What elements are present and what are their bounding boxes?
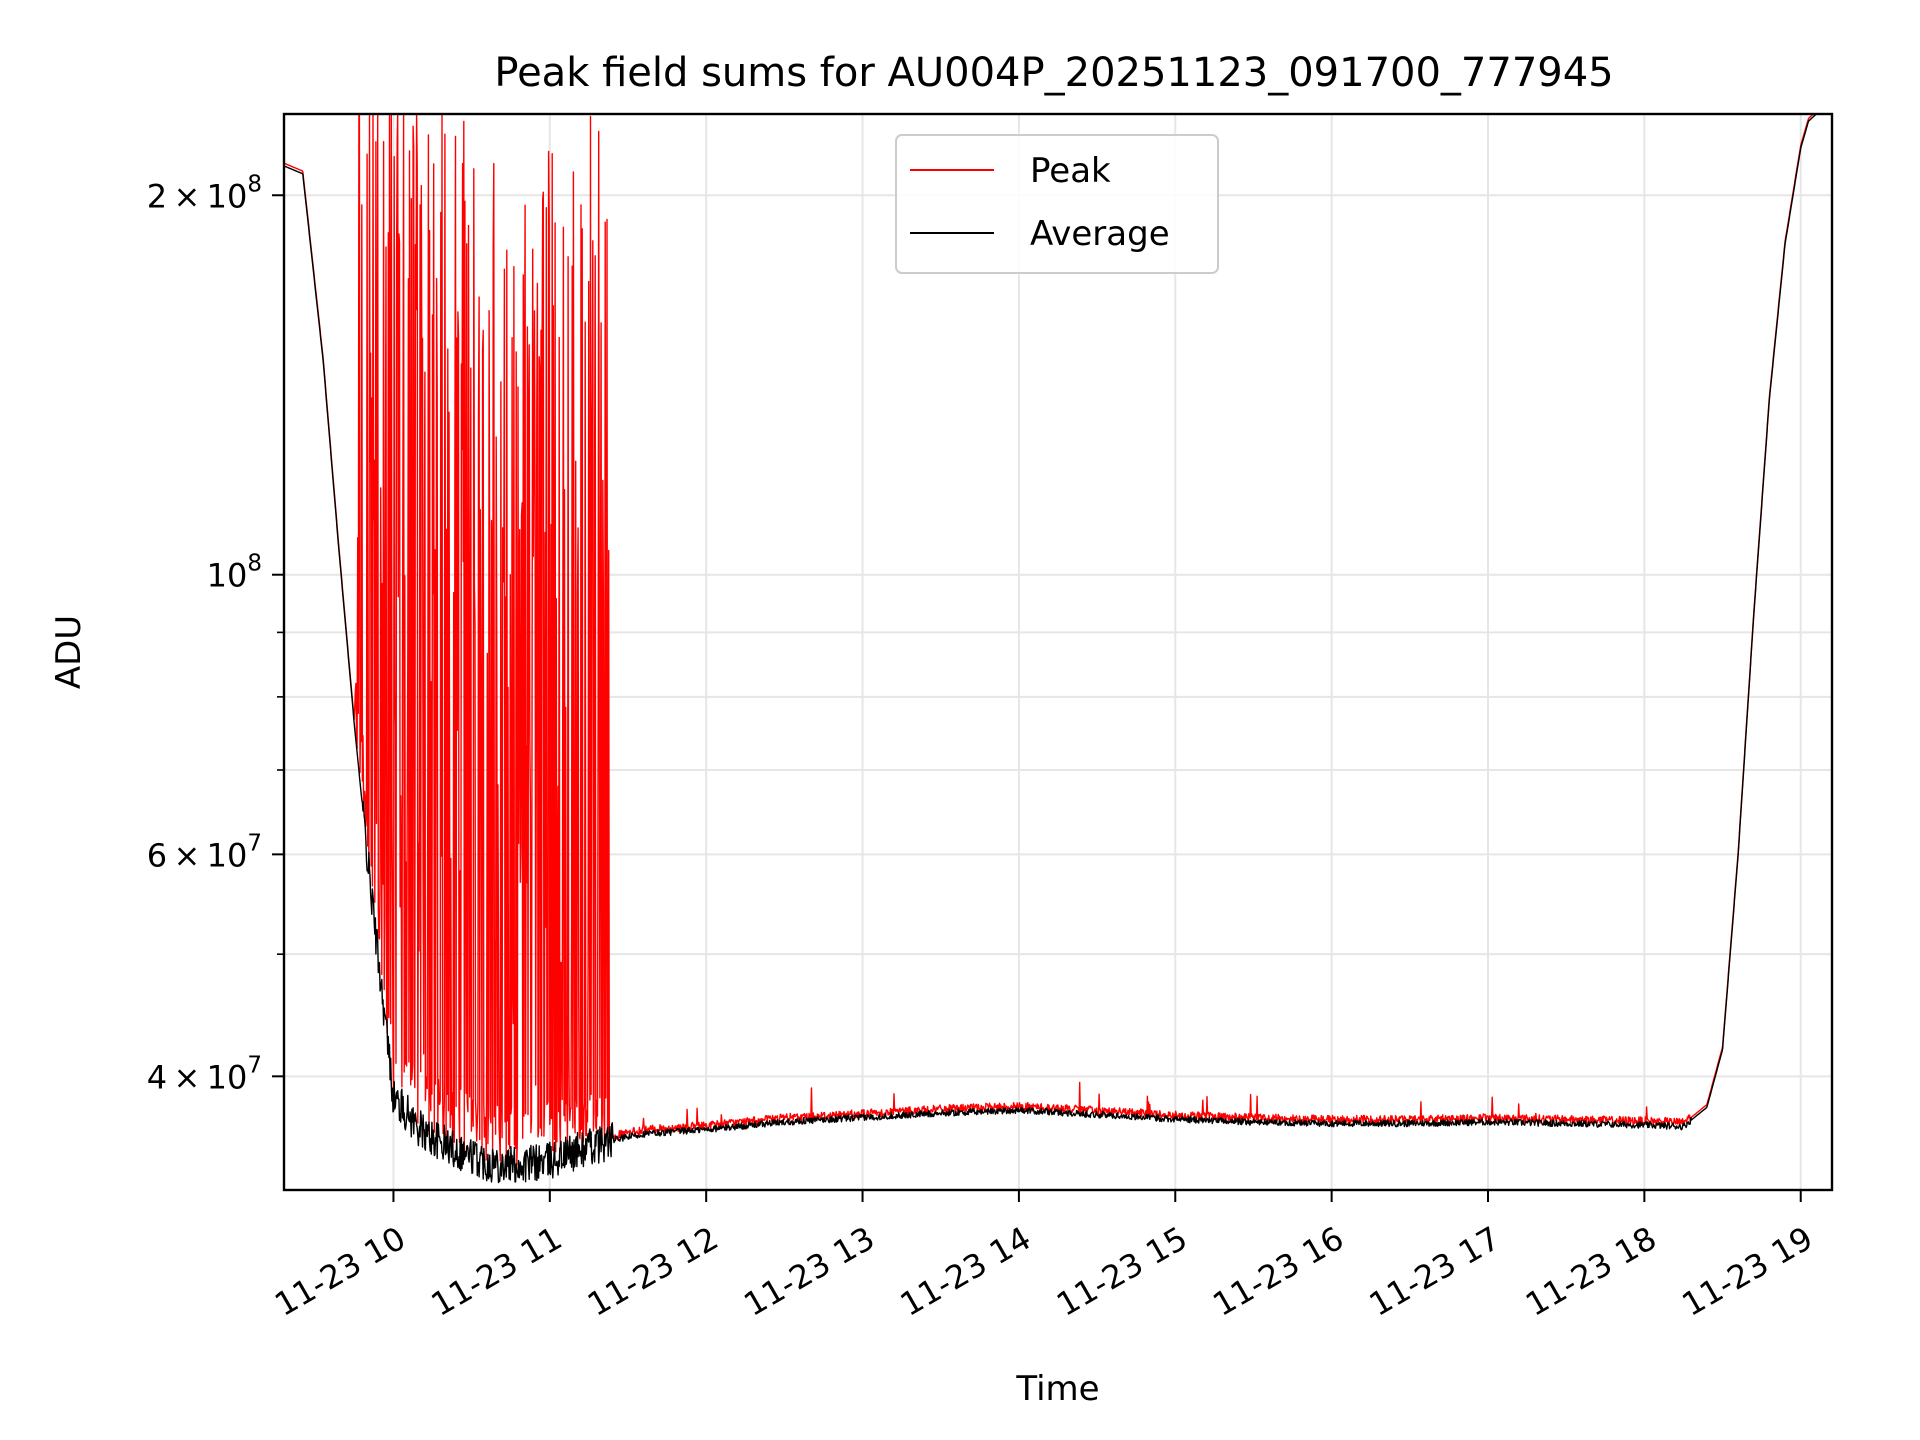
x-tick-label: 11-23 14 xyxy=(894,1219,1038,1324)
y-tick-label: 2 × 108 xyxy=(147,171,262,215)
x-tick-label: 11-23 18 xyxy=(1519,1219,1663,1324)
y-tick-label: 108 xyxy=(207,551,262,595)
x-tick-label: 11-23 19 xyxy=(1676,1219,1820,1324)
series-layer xyxy=(284,114,1817,1184)
legend-label-peak: Peak xyxy=(1030,151,1111,191)
x-axis: 11-23 10 11-23 11 11-23 12 11-23 13 11-23 14… xyxy=(268,1190,1819,1324)
y-axis-label: ADU xyxy=(49,615,89,689)
y-axis: 4 × 107 6 × 107 108 2 × 108 xyxy=(147,171,284,1096)
x-tick-label: 11-23 13 xyxy=(737,1219,881,1324)
y-tick-label: 4 × 107 xyxy=(147,1052,262,1096)
x-tick-label: 11-23 16 xyxy=(1206,1219,1350,1324)
x-tick-label: 11-23 10 xyxy=(268,1219,412,1324)
x-tick-label: 11-23 12 xyxy=(581,1219,725,1324)
x-tick-label: 11-23 15 xyxy=(1050,1219,1194,1324)
legend: Peak Average xyxy=(895,134,1219,274)
x-axis-label: Time xyxy=(1015,1369,1099,1409)
y-tick-label: 6 × 107 xyxy=(147,830,262,874)
x-tick-label: 11-23 11 xyxy=(425,1219,569,1324)
chart-title: Peak field sums for AU004P_20251123_0917… xyxy=(494,50,1613,96)
plot-frame xyxy=(282,112,1834,1192)
x-tick-label: 11-23 17 xyxy=(1363,1219,1507,1324)
legend-label-average: Average xyxy=(1030,214,1170,254)
series-average-line xyxy=(284,114,1817,1184)
